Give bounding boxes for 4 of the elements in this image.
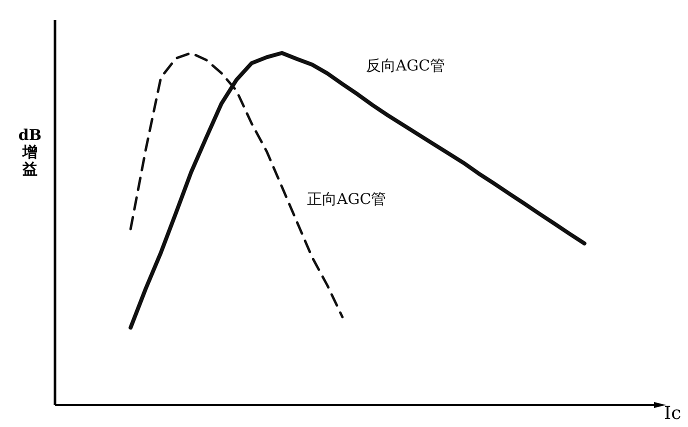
x-axis-title: Ic [664,403,682,424]
series-label: 反向AGC管 [366,56,446,74]
y-axis-title: dB 增益 [18,126,42,178]
series-label: 正向AGC管 [306,190,386,208]
